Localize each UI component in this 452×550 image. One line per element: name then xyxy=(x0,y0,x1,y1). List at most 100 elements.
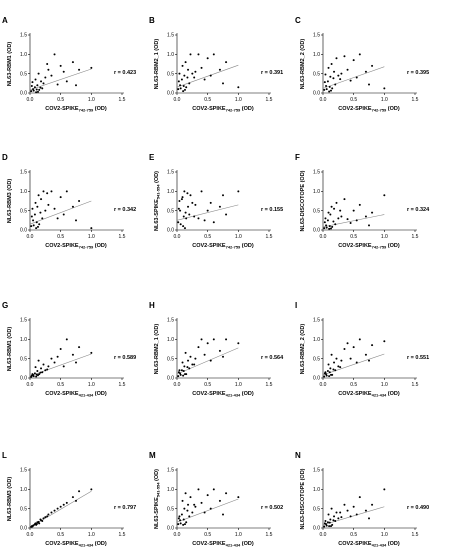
y-axis-title: NL63-RBM2_1 (OD) xyxy=(154,39,160,90)
data-point xyxy=(209,359,212,362)
data-point xyxy=(59,505,62,508)
data-point xyxy=(182,370,185,373)
y-tick-label: 0.0 xyxy=(167,376,174,382)
x-axis-title: COV2-SPIKE742-759 (OD) xyxy=(192,243,254,250)
data-point xyxy=(56,217,59,220)
scatter-panel-I: I 0.0 0.5 1.0 1.5 0.0 0.5 1.0 1.5 COV2-SPIKE421-4… xyxy=(295,301,429,398)
data-point xyxy=(200,190,203,193)
data-point xyxy=(35,221,38,224)
data-point xyxy=(184,211,187,214)
y-axis-title: NL63-RBM3 (OD) xyxy=(7,179,13,223)
data-point xyxy=(225,492,228,495)
scatter-panel-N: N 0.0 0.5 1.0 1.5 0.0 0.5 1.0 1.5 COV2-SPIKE421-4… xyxy=(295,451,429,548)
x-tick-label: 0.5 xyxy=(350,234,357,240)
data-point xyxy=(36,225,39,228)
data-point xyxy=(42,190,45,193)
data-point xyxy=(36,370,39,373)
data-point xyxy=(44,76,47,79)
data-point xyxy=(329,227,332,230)
data-point xyxy=(326,80,329,83)
data-point xyxy=(41,371,44,374)
data-point xyxy=(328,375,331,378)
data-point xyxy=(339,366,342,369)
y-tick-label: 1.0 xyxy=(167,52,174,58)
y-tick-label: 1.5 xyxy=(167,33,174,39)
data-point xyxy=(383,194,386,197)
data-point xyxy=(340,72,343,75)
data-point xyxy=(44,209,47,212)
data-point xyxy=(237,342,240,345)
y-tick-label: 1.5 xyxy=(20,468,27,474)
data-point xyxy=(325,374,328,377)
data-point xyxy=(209,507,212,510)
x-tick-label: 0.0 xyxy=(174,532,181,538)
scatter-panel-E: E 0.0 0.5 1.0 1.5 0.0 0.5 1.0 1.5 COV2-SPIKE742-7… xyxy=(149,153,283,250)
data-point xyxy=(177,88,180,91)
data-point xyxy=(177,523,180,526)
correlation-label: r = 0.797 xyxy=(114,505,136,511)
data-point xyxy=(189,496,192,499)
data-point xyxy=(180,369,183,372)
data-point xyxy=(179,223,182,226)
panel-label: A xyxy=(2,16,8,25)
data-point xyxy=(332,368,335,371)
data-point xyxy=(194,70,197,73)
x-tick-label: 1.5 xyxy=(266,97,273,103)
data-point xyxy=(222,355,224,358)
data-point xyxy=(182,225,185,228)
data-point xyxy=(90,488,93,491)
regression-line xyxy=(322,506,385,526)
data-point xyxy=(222,82,224,85)
data-point xyxy=(225,213,228,216)
regression-line xyxy=(29,68,92,91)
data-point xyxy=(184,492,187,495)
data-point xyxy=(206,494,209,497)
x-tick-label: 0.0 xyxy=(27,234,34,240)
data-point xyxy=(32,375,35,378)
y-tick-label: 1.0 xyxy=(20,189,27,195)
data-point xyxy=(186,366,189,369)
x-tick-label: 1.0 xyxy=(88,234,95,240)
data-point xyxy=(185,86,188,89)
y-tick-label: 1.0 xyxy=(167,337,174,343)
data-point xyxy=(41,217,44,220)
data-point xyxy=(327,513,330,516)
data-point xyxy=(371,211,374,214)
data-point xyxy=(212,488,215,491)
data-point xyxy=(355,361,358,364)
y-tick-label: 1.5 xyxy=(167,318,174,324)
data-point xyxy=(197,217,200,220)
data-point xyxy=(237,496,240,499)
data-point xyxy=(56,355,59,358)
data-point xyxy=(178,200,181,202)
scatter-panel-C: C 0.0 0.5 1.0 1.5 0.0 0.5 1.0 1.5 COV2-SPIKE742-7… xyxy=(295,16,429,113)
data-point xyxy=(177,375,180,378)
y-tick-label: 0.0 xyxy=(20,376,27,382)
data-point xyxy=(30,215,33,218)
y-tick-label: 1.0 xyxy=(20,52,27,58)
data-point xyxy=(47,513,50,516)
data-point xyxy=(335,511,338,514)
panel-label: H xyxy=(149,301,155,310)
data-point xyxy=(323,522,326,525)
correlation-label: r = 0.490 xyxy=(407,505,429,511)
data-point xyxy=(337,365,340,368)
data-point xyxy=(329,373,332,376)
data-point xyxy=(78,200,81,202)
x-tick-label: 0.5 xyxy=(204,532,211,538)
data-point xyxy=(32,219,35,222)
data-point xyxy=(328,521,331,524)
data-point xyxy=(193,76,196,79)
data-point xyxy=(178,369,181,372)
data-point xyxy=(177,517,180,520)
x-tick-label: 0.0 xyxy=(320,382,327,388)
data-point xyxy=(191,511,194,514)
y-tick-label: 1.5 xyxy=(313,33,320,39)
y-axis-title: NL63-RBM2_2 (OD) xyxy=(300,324,306,375)
data-point xyxy=(184,351,187,354)
data-point xyxy=(185,217,188,220)
data-point xyxy=(46,192,49,195)
data-point xyxy=(59,348,62,350)
data-point xyxy=(46,63,49,65)
y-tick-label: 1.0 xyxy=(167,189,174,195)
